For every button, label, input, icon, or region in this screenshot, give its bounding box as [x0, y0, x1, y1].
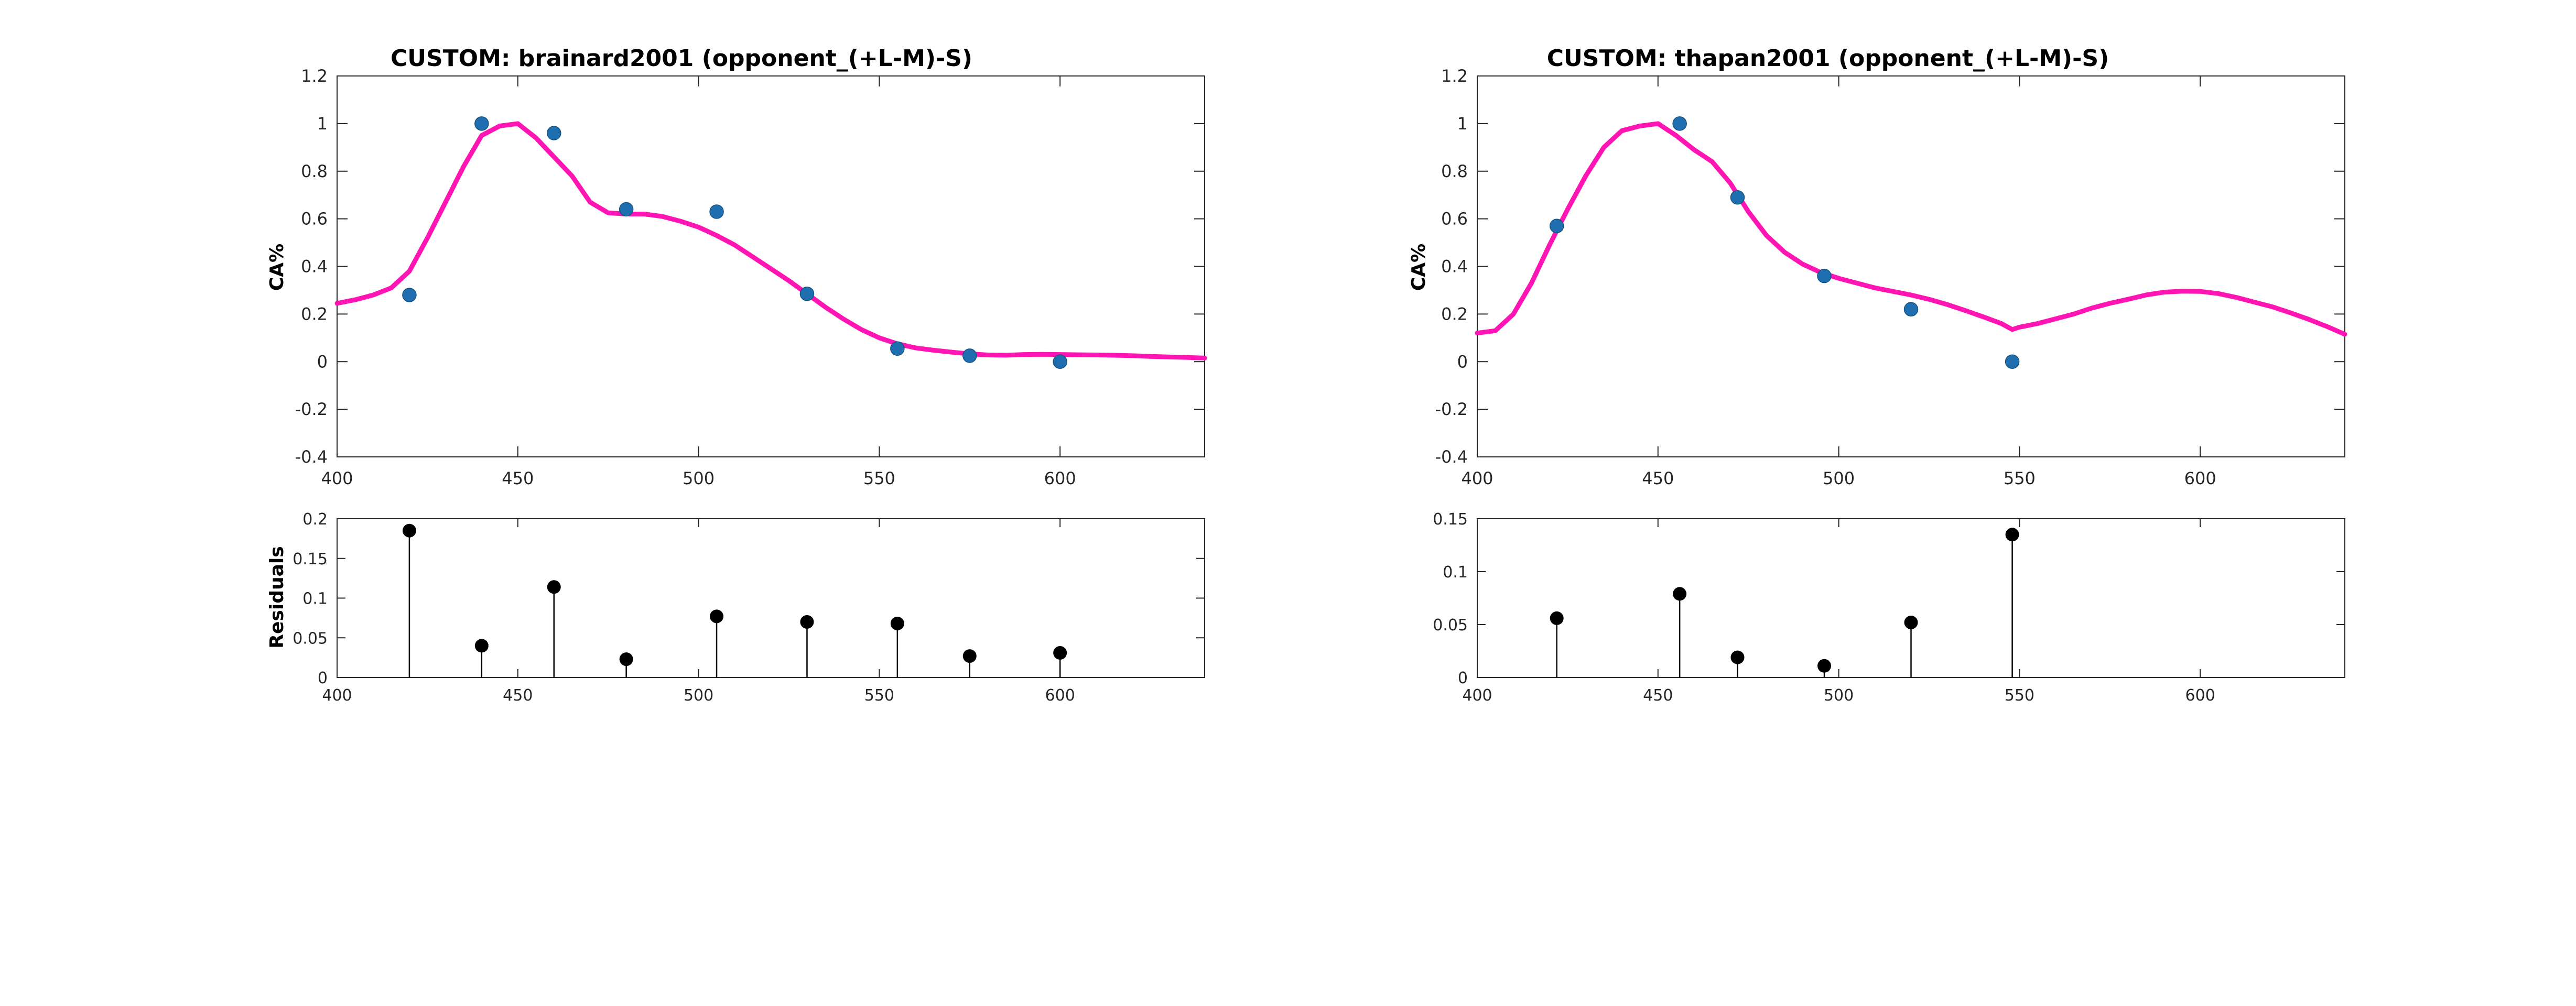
brainard-fit-x-tick-label: 450 — [502, 468, 534, 488]
thapan-residuals-x-tick-label: 600 — [2185, 686, 2215, 705]
brainard-residuals-x-tick-label: 400 — [322, 686, 352, 705]
brainard-fit-x-tick-label: 500 — [683, 468, 715, 488]
thapan-fit-data-point — [1903, 302, 1919, 317]
plot-area-brainard-fit: 400 450 500 550 600 -0.4 -0.2 0 0.2 0.4 0.6 0.8 1 1.2 — [295, 66, 1207, 488]
brainard-fit-y-tick-label: 0.2 — [301, 304, 328, 324]
y-axis-label-ca-brainard: CA% — [266, 244, 288, 291]
thapan-fit-y-tick-label: 0.8 — [1441, 161, 1468, 181]
brainard-residuals-stem-marker — [710, 609, 724, 624]
brainard-residuals-stem-marker — [962, 649, 977, 663]
brainard-residuals-stem-marker — [890, 616, 904, 630]
brainard-fit-y-tick-label: 0.8 — [301, 161, 328, 181]
brainard-residuals-stem-marker — [547, 580, 561, 594]
thapan-fit-y-tick-label: 1.2 — [1441, 66, 1468, 86]
brainard-fit-x-tick-label: 400 — [321, 468, 353, 488]
brainard-residuals-y-tick-label: 0.2 — [302, 510, 328, 529]
brainard-residuals-x-tick-label: 450 — [503, 686, 533, 705]
brainard-fit-y-tick-label: -0.2 — [295, 399, 328, 419]
brainard-residuals-stem-marker — [474, 639, 489, 653]
brainard-fit-y-tick-label: 0.6 — [301, 209, 328, 229]
thapan-fit-fit-curve — [1475, 121, 2347, 337]
thapan-fit-data-point — [1549, 218, 1564, 234]
thapan-residuals-y-tick-label: 0.15 — [1433, 510, 1468, 529]
thapan-residuals-x-tick-label: 500 — [1824, 686, 1854, 705]
thapan-fit-y-tick-label: 1 — [1457, 114, 1468, 134]
brainard-fit-data-point — [962, 348, 977, 363]
brainard-fit-x-tick-label: 550 — [863, 468, 895, 488]
thapan-fit-y-tick-label: 0.2 — [1441, 304, 1468, 324]
thapan-fit-x-tick-label: 600 — [2184, 468, 2216, 488]
brainard-fit-y-tick-label: 1.2 — [301, 66, 328, 86]
brainard-residuals-y-tick-label: 0.15 — [293, 550, 328, 568]
plot-area-thapan-residuals: 400 450 500 550 600 0 0.05 0.1 0.15 — [1433, 510, 2345, 705]
thapan-fit-data-point — [1672, 116, 1687, 131]
thapan-residuals-y-tick-label: 0.05 — [1433, 616, 1468, 635]
brainard-residuals-y-tick-label: 0 — [318, 669, 328, 687]
thapan-residuals-stem-marker — [1904, 615, 1918, 629]
brainard-residuals-stem-marker — [1053, 646, 1067, 660]
brainard-residuals-stem-marker — [619, 652, 633, 666]
thapan-residuals-stem-marker — [1817, 659, 1831, 673]
brainard-fit-y-tick-label: 0.4 — [301, 257, 328, 277]
brainard-residuals-x-tick-label: 550 — [864, 686, 894, 705]
thapan-fit-x-tick-label: 450 — [1642, 468, 1674, 488]
brainard-fit-data-point — [474, 116, 489, 131]
brainard-residuals-stem-marker — [402, 523, 416, 538]
plot-area-thapan-fit: 400 450 500 550 600 -0.4 -0.2 0 0.2 0.4 0.6 0.8 1 1.2 — [1435, 66, 2347, 488]
brainard-fit-data-point — [890, 341, 905, 356]
thapan-fit-y-tick-label: -0.4 — [1435, 447, 1468, 467]
thapan-fit-y-tick-label: 0.4 — [1441, 257, 1468, 277]
thapan-residuals-stem-marker — [1730, 650, 1745, 664]
brainard-residuals-x-tick-label: 500 — [684, 686, 713, 705]
y-axis-label-residuals: Residuals — [266, 546, 288, 648]
brainard-fit-data-point — [547, 126, 561, 140]
brainard-fit-data-point — [799, 287, 815, 301]
brainard-residuals-y-tick-label: 0.05 — [293, 629, 328, 648]
brainard-residuals-x-tick-label: 600 — [1045, 686, 1075, 705]
thapan-residuals-x-tick-label: 400 — [1462, 686, 1492, 705]
thapan-residuals-stem-marker — [1550, 611, 1564, 625]
panel-brainard-residuals: Residuals 400 450 500 550 600 0 0.05 0.1 0.15 0.2 — [266, 510, 1205, 705]
brainard-fit-data-point — [402, 288, 417, 302]
thapan-fit-data-point — [2005, 354, 2020, 369]
thapan-residuals-stem-marker — [2005, 528, 2019, 542]
thapan-fit-y-tick-label: 0 — [1457, 352, 1468, 371]
thapan-fit-y-tick-label: 0.6 — [1441, 209, 1468, 229]
thapan-fit-x-tick-label: 500 — [1823, 468, 1855, 488]
brainard-fit-data-point — [619, 202, 634, 217]
chart-title-brainard: CUSTOM: brainard2001 (opponent_(+L-M)-S) — [391, 45, 972, 72]
thapan-fit-data-point — [1730, 190, 1745, 205]
thapan-residuals-y-tick-label: 0.1 — [1443, 563, 1468, 582]
thapan-fit-y-tick-label: -0.2 — [1435, 399, 1468, 419]
plot-area-brainard-residuals: 400 450 500 550 600 0 0.05 0.1 0.15 0.2 — [293, 510, 1205, 705]
brainard-fit-y-tick-label: 0 — [317, 352, 328, 371]
thapan-residuals-stem-marker — [1673, 587, 1687, 601]
y-axis-label-ca-thapan: CA% — [1408, 244, 1430, 291]
brainard-residuals-y-tick-label: 0.1 — [302, 590, 328, 608]
chart-title-thapan: CUSTOM: thapan2001 (opponent_(+L-M)-S) — [1547, 45, 2109, 72]
brainard-fit-y-tick-label: 1 — [317, 114, 328, 134]
brainard-fit-y-tick-label: -0.4 — [295, 447, 328, 467]
thapan-residuals-x-tick-label: 550 — [2005, 686, 2034, 705]
thapan-residuals-x-tick-label: 450 — [1643, 686, 1673, 705]
panel-thapan-residuals: 400 450 500 550 600 0 0.05 0.1 0.15 — [1433, 510, 2345, 705]
thapan-fit-x-tick-label: 400 — [1461, 468, 1493, 488]
thapan-residuals-y-tick-label: 0 — [1458, 669, 1468, 687]
thapan-fit-x-tick-label: 550 — [2004, 468, 2036, 488]
panel-thapan-fit: CUSTOM: thapan2001 (opponent_(+L-M)-S) C… — [1408, 45, 2347, 488]
brainard-fit-data-point — [1053, 354, 1067, 369]
brainard-fit-x-tick-label: 600 — [1044, 468, 1076, 488]
brainard-residuals-stem-marker — [800, 615, 814, 629]
thapan-fit-data-point — [1817, 268, 1832, 283]
brainard-fit-data-point — [709, 204, 724, 219]
panel-brainard-fit: CUSTOM: brainard2001 (opponent_(+L-M)-S)… — [266, 45, 1207, 488]
